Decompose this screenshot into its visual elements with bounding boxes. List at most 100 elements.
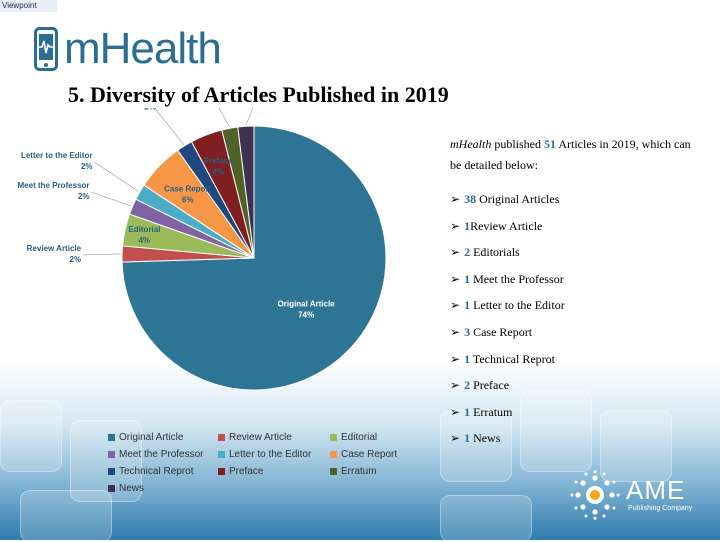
legend-label: Editorial <box>341 431 378 443</box>
list-item: ➢ 1 Technical Reprot <box>450 346 700 373</box>
data-label-percent: 74% <box>298 311 314 320</box>
data-label-percent: 4% <box>139 236 151 245</box>
journal-name: mHealth <box>450 137 492 151</box>
chart-legend: Original Article Review Article Editorial M… <box>108 429 428 496</box>
arrow-bullet-icon: ➢ <box>450 431 461 446</box>
list-item: ➢ 3 Case Report <box>450 319 700 346</box>
legend-label: Letter to the Editor <box>229 448 312 460</box>
article-count: 1 <box>464 431 471 446</box>
data-label-percent: 4% <box>212 168 224 177</box>
article-type-label: Meet the Professor <box>473 271 564 286</box>
data-label-percent: 2% <box>70 255 82 264</box>
arrow-bullet-icon: ➢ <box>450 324 461 339</box>
leader-line <box>83 253 121 256</box>
legend-item: Case Report <box>330 446 428 462</box>
legend-swatch <box>218 433 225 441</box>
arrow-bullet-icon: ➢ <box>450 351 461 366</box>
legend-item: Original Article <box>108 429 218 445</box>
legend-item: Preface <box>218 463 330 479</box>
article-count: 1 <box>464 404 471 419</box>
slide-title: 5. Diversity of Articles Published in 20… <box>68 82 449 107</box>
legend-swatch <box>218 450 225 458</box>
arrow-bullet-icon: ➢ <box>450 192 461 206</box>
list-item: ➢ 1 News <box>450 425 700 452</box>
legend-item: Editorial <box>330 429 428 445</box>
legend-item: Letter to the Editor <box>218 446 330 462</box>
legend-swatch <box>330 450 337 458</box>
pie-chart: Original Article 74% Review Article 2% Edito… <box>18 108 387 391</box>
ame-dots-icon <box>570 470 620 520</box>
article-type-label: News <box>473 431 501 446</box>
legend-label: Meet the Professor <box>119 448 204 460</box>
list-item: ➢ 1 Letter to the Editor <box>450 292 700 319</box>
legend-swatch <box>330 433 337 441</box>
background-tile <box>520 390 592 472</box>
arrow-bullet-icon: ➢ <box>450 298 461 313</box>
legend-label: Original Article <box>119 431 184 443</box>
article-total: 51 <box>544 137 556 151</box>
article-summary-panel: mHealth published 51 Articles in 2019, w… <box>450 134 700 452</box>
article-count: 1 <box>464 271 471 286</box>
legend-swatch <box>108 433 115 441</box>
data-label-percent: 2% <box>81 162 93 171</box>
list-item: ➢ 2 Preface <box>450 372 700 399</box>
mhealth-logo: mHealth <box>34 24 222 73</box>
legend-label: Erratum <box>341 465 377 477</box>
legend-label: Technical Reprot <box>119 465 194 477</box>
legend-item: News <box>108 480 218 496</box>
article-count: 1 <box>464 218 471 233</box>
legend-item: Review Article <box>218 429 330 445</box>
data-label-category: Original Article <box>278 300 336 309</box>
article-count: 38 <box>464 192 477 206</box>
list-item: ➢ 1 Meet the Professor <box>450 266 700 293</box>
article-type-list: ➢ 38 Original Articles ➢ 1Review Article ➢… <box>450 186 700 452</box>
legend-swatch <box>330 467 337 475</box>
summary-text-before: published <box>494 137 541 151</box>
legend-swatch <box>108 484 115 492</box>
legend-item: Meet the Professor <box>108 446 218 462</box>
data-label-percent: 2% <box>78 192 90 201</box>
article-count: 2 <box>464 378 471 393</box>
legend-item: Technical Reprot <box>108 463 218 479</box>
pie-slice <box>237 125 255 259</box>
leader-line <box>218 108 230 128</box>
background-tile <box>600 410 672 482</box>
article-type-label: Technical Reprot <box>472 351 555 366</box>
ame-brand-name: AME <box>626 475 686 505</box>
ame-logo: AME Publishing Company <box>570 470 700 520</box>
article-count: 1 <box>464 351 471 366</box>
logo-text: mHealth <box>64 24 222 73</box>
arrow-bullet-icon: ➢ <box>450 404 461 419</box>
leader-line <box>91 191 132 207</box>
arrow-bullet-icon: ➢ <box>450 218 461 233</box>
article-type-label: Letter to the Editor <box>473 298 565 313</box>
article-type-label: Preface <box>473 378 510 393</box>
data-label-category: Meet the Professor <box>18 181 90 190</box>
list-item: ➢ 2 Editorials <box>450 239 700 266</box>
data-label-category: Letter to the Editor <box>21 151 93 160</box>
list-item: ➢ 1Review Article <box>450 213 700 240</box>
data-label-category: Review Article <box>27 244 82 253</box>
summary-text-after: Articles in 2019, which can be detailed … <box>450 137 691 172</box>
article-count: 3 <box>464 324 471 339</box>
legend-swatch <box>108 467 115 475</box>
leader-line <box>94 161 139 192</box>
legend-label: Preface <box>229 465 264 477</box>
article-type-label: Original Articles <box>479 192 560 206</box>
article-count: 1 <box>464 298 471 313</box>
article-type-label: Editorials <box>473 245 520 260</box>
ame-tagline: Publishing Company <box>628 505 693 512</box>
data-label-category: Preface <box>204 157 233 166</box>
legend-label: Review Article <box>229 431 292 443</box>
leader-line <box>154 108 185 145</box>
background-tile <box>440 495 532 542</box>
summary-text: mHealth published 51 Articles in 2019, w… <box>450 134 700 176</box>
article-type-label: Review Article <box>470 218 543 233</box>
legend-label: News <box>119 482 145 494</box>
article-type-label: Case Report <box>473 324 533 339</box>
decorative-background <box>0 360 720 542</box>
background-tile <box>440 410 512 482</box>
article-type-label: Erratum <box>473 404 513 419</box>
list-item: ➢ 1 Erratum <box>450 399 700 426</box>
data-label-category: Case Report <box>164 185 211 194</box>
